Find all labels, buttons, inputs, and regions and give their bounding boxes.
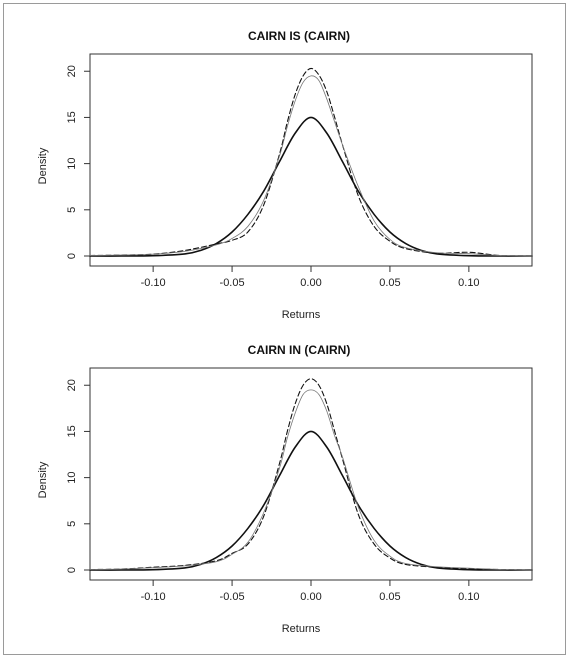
density-series-solid-thick bbox=[89, 430, 533, 571]
chart-title: CAIRN IS (CAIRN) bbox=[248, 29, 350, 43]
x-axis-label: Returns bbox=[282, 309, 321, 321]
x-tick-label: 0.00 bbox=[300, 591, 321, 603]
plot-area-border bbox=[89, 367, 533, 581]
y-tick-label: 0 bbox=[66, 253, 78, 259]
density-series-dashed bbox=[89, 67, 533, 257]
x-tick-label: 0.05 bbox=[379, 277, 400, 289]
chart-panel-1: CAIRN IS (CAIRN) -0.10 -0.05 0.00 0.05 0.10 0 5… bbox=[37, 29, 533, 321]
y-tick-label: 5 bbox=[66, 207, 78, 213]
y-tick-label: 15 bbox=[66, 111, 78, 123]
density-series-solid-thick bbox=[89, 116, 533, 257]
plot-area-border bbox=[89, 53, 533, 267]
y-tick-label: 0 bbox=[66, 567, 78, 573]
density-series-dashed bbox=[89, 378, 533, 571]
density-series-thin bbox=[89, 389, 533, 571]
x-tick-label: -0.05 bbox=[220, 277, 245, 289]
y-tick-label: 20 bbox=[66, 65, 78, 77]
x-tick-label: 0.10 bbox=[458, 277, 479, 289]
x-tick-label: 0.05 bbox=[379, 591, 400, 603]
figure-frame bbox=[3, 3, 566, 655]
y-tick-label: 10 bbox=[66, 157, 78, 169]
y-tick-label: 10 bbox=[66, 471, 78, 483]
density-series-thin bbox=[89, 75, 533, 257]
chart-title: CAIRN IN (CAIRN) bbox=[248, 343, 351, 357]
x-tick-label: -0.05 bbox=[220, 591, 245, 603]
x-tick-label: 0.00 bbox=[300, 277, 321, 289]
y-axis-label: Density bbox=[37, 461, 49, 498]
x-tick-label: -0.10 bbox=[141, 591, 166, 603]
x-tick-label: 0.10 bbox=[458, 591, 479, 603]
x-axis-label: Returns bbox=[282, 623, 321, 635]
y-axis-label: Density bbox=[37, 147, 49, 184]
y-tick-label: 5 bbox=[66, 521, 78, 527]
y-tick-label: 20 bbox=[66, 379, 78, 391]
chart-panel-2: CAIRN IN (CAIRN) -0.10 -0.05 0.00 0.05 0.10 0 5… bbox=[37, 343, 533, 635]
y-tick-label: 15 bbox=[66, 425, 78, 437]
x-tick-label: -0.10 bbox=[141, 277, 166, 289]
